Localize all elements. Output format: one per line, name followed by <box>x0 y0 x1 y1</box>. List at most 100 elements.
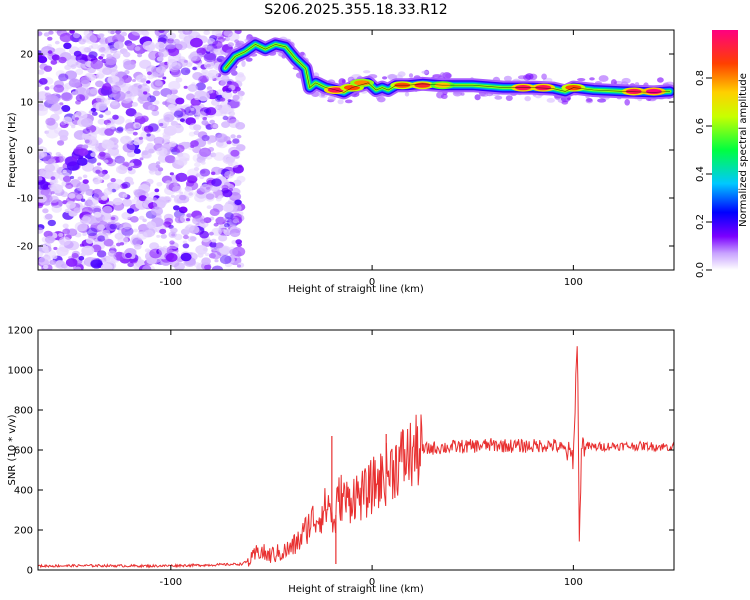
noise-blob <box>161 175 172 184</box>
noise-blob <box>122 193 128 198</box>
noise-blob <box>204 264 212 270</box>
noise-blob <box>166 32 177 40</box>
noise-blob <box>228 111 236 117</box>
noise-blob <box>165 180 171 185</box>
noise-blob <box>92 176 103 184</box>
noise-blob <box>190 97 202 107</box>
noise-blob <box>175 97 185 105</box>
noise-blob <box>178 56 186 62</box>
noise-blob <box>93 211 102 218</box>
noise-blob <box>98 114 104 118</box>
noise-blob <box>44 213 53 220</box>
noise-blob <box>175 77 183 83</box>
noise-blob <box>56 30 67 37</box>
noise-blob <box>84 199 94 207</box>
noise-blob <box>237 72 245 78</box>
noise-blob <box>195 82 206 91</box>
noise-blob <box>140 115 149 123</box>
noise-blob <box>70 175 75 180</box>
halo-blob <box>345 99 353 104</box>
noise-blob <box>47 36 53 41</box>
noise-blob <box>45 249 50 253</box>
noise-blob <box>195 116 200 120</box>
ridge-track-line <box>224 44 671 93</box>
noise-blob <box>92 205 102 213</box>
noise-blob <box>91 147 99 153</box>
noise-blob <box>163 213 174 222</box>
snr-ylabel: SNR (10 * v/v) <box>7 414 18 485</box>
noise-blob <box>80 118 93 128</box>
spec-ytick-label: 0 <box>27 146 33 157</box>
noise-blob <box>132 159 142 166</box>
noise-blob <box>64 64 72 71</box>
noise-blob <box>139 215 145 220</box>
noise-blob <box>143 91 148 95</box>
noise-blob <box>147 104 155 111</box>
noise-blob <box>45 117 56 126</box>
noise-blob <box>232 138 240 144</box>
noise-blob <box>78 38 86 45</box>
noise-blob <box>208 253 216 259</box>
noise-blob <box>178 206 188 214</box>
noise-blob <box>227 42 234 47</box>
noise-blob <box>201 120 209 126</box>
noise-blob <box>205 72 216 81</box>
noise-blob <box>38 194 47 203</box>
noise-blob <box>137 96 145 103</box>
halo-blob <box>624 99 630 106</box>
noise-blob <box>95 74 101 78</box>
noise-blob <box>148 162 160 172</box>
noise-blob <box>38 69 45 75</box>
noise-blob <box>50 176 56 181</box>
noise-blob <box>50 59 58 65</box>
colorbar-tick-label: 0.0 <box>695 262 706 278</box>
noise-blob <box>137 84 143 89</box>
noise-blob <box>95 80 104 88</box>
snr-ytick-label: 200 <box>14 526 33 537</box>
noise-blob <box>215 140 224 147</box>
halo-blob <box>439 72 446 79</box>
halo-blob <box>546 98 555 103</box>
noise-blob <box>102 139 109 145</box>
chart-title: S206.2025.355.18.33.R12 <box>264 2 447 18</box>
noise-blob <box>68 211 76 217</box>
noise-blob <box>221 104 232 112</box>
noise-blob <box>39 63 48 70</box>
noise-blob <box>144 248 151 253</box>
noise-blob <box>156 66 166 74</box>
noise-blob <box>215 30 223 37</box>
noise-blob <box>38 140 42 145</box>
noise-blob <box>226 115 237 124</box>
noise-blob <box>230 134 236 139</box>
noise-blob <box>102 215 112 223</box>
noise-blob <box>134 46 141 51</box>
noise-blob <box>193 124 202 131</box>
noise-blob <box>144 128 151 133</box>
noise-blob <box>91 111 98 116</box>
noise-blob <box>73 207 81 214</box>
noise-blob <box>179 118 185 123</box>
spec-ytick-label: 10 <box>20 98 33 109</box>
noise-blob <box>221 121 230 128</box>
spec-xtick-label: 100 <box>564 277 583 288</box>
noise-blob <box>98 151 106 157</box>
colorbar-tick-label: 0.8 <box>695 70 706 86</box>
hotspot-core <box>414 82 431 88</box>
noise-blob <box>82 144 89 150</box>
halo-blob <box>657 77 664 83</box>
noise-blob <box>154 80 163 87</box>
halo-blob <box>494 95 503 100</box>
noise-blob <box>65 183 74 189</box>
noise-blob <box>51 204 62 213</box>
noise-blob <box>236 175 246 183</box>
noise-blob <box>190 37 203 48</box>
noise-blob <box>50 191 55 195</box>
noise-blob <box>234 199 242 206</box>
noise-blob <box>151 206 163 216</box>
noise-blob <box>78 148 89 157</box>
noise-blob <box>214 259 219 263</box>
noise-blob <box>137 202 148 210</box>
noise-blob <box>111 188 117 193</box>
colorbar-tick-label: 0.4 <box>695 166 706 182</box>
noise-blob <box>158 49 169 58</box>
